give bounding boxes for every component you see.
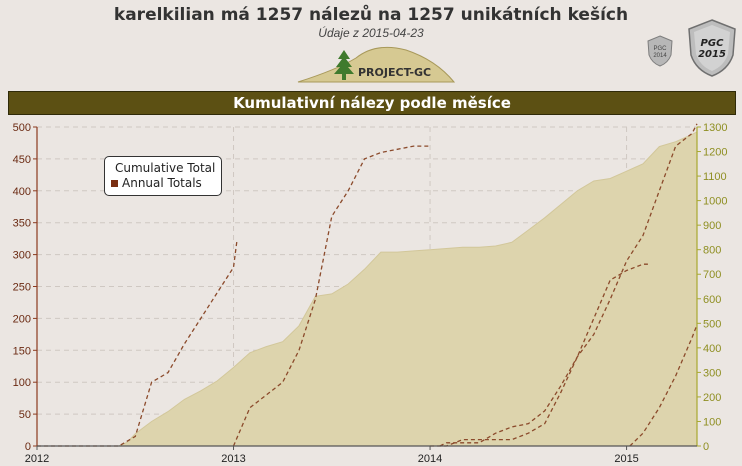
right-tick-label: 500 xyxy=(703,318,721,330)
shield-icon: PGC 2015 xyxy=(688,19,736,77)
right-tick-label: 1000 xyxy=(703,196,727,208)
left-tick-label: 350 xyxy=(13,218,31,230)
right-tick-label: 200 xyxy=(703,392,721,404)
right-tick-label: 300 xyxy=(703,367,721,379)
annual-line-1 xyxy=(430,263,648,447)
right-tick-label: 800 xyxy=(703,245,721,257)
left-tick-label: 300 xyxy=(13,250,31,262)
svg-text:PGC: PGC xyxy=(653,46,667,52)
data-date-subtitle: Údaje z 2015-04-23 xyxy=(318,26,424,40)
right-tick-label: 700 xyxy=(703,269,721,281)
pgc-2015-badge[interactable]: PGC 2015 xyxy=(686,18,738,78)
left-tick-label: 100 xyxy=(13,377,31,389)
tree-icon xyxy=(334,50,354,80)
chart-legend: Cumulative Total Annual Totals xyxy=(104,156,222,196)
right-tick-label: 600 xyxy=(703,294,721,306)
cumulative-finds-chart: 0 50 100 150 200 250 300 350 400 450 500 0 100 200 300… xyxy=(13,122,728,465)
project-gc-logo[interactable]: PROJECT-GC xyxy=(296,40,456,84)
right-tick-label: 400 xyxy=(703,343,721,355)
right-tick-label: 1200 xyxy=(703,147,727,159)
left-tick-label: 250 xyxy=(13,282,31,294)
svg-text:2015: 2015 xyxy=(698,49,726,60)
right-tick-label: 100 xyxy=(703,416,721,428)
legend-item-annual: Annual Totals xyxy=(111,176,215,191)
annual-line-3 xyxy=(439,123,698,447)
left-tick-label: 0 xyxy=(25,441,31,453)
left-tick-label: 400 xyxy=(13,186,31,198)
logo-text: PROJECT-GC xyxy=(358,66,431,79)
shield-icon: PGC 2014 xyxy=(647,35,673,67)
left-tick-label: 50 xyxy=(19,409,31,421)
annual-line-4 xyxy=(232,145,431,447)
cumulative-area xyxy=(37,131,698,447)
left-tick-label: 150 xyxy=(13,345,31,357)
right-tick-label: 1300 xyxy=(703,122,727,134)
left-tick-label: 500 xyxy=(13,122,31,134)
legend-label-cumulative: Cumulative Total xyxy=(115,161,216,175)
chart-title-band: Kumulativní nálezy podle měsíce xyxy=(8,91,736,115)
x-tick-label: 2013 xyxy=(221,453,245,465)
svg-text:2014: 2014 xyxy=(653,53,667,59)
page-title: karelkilian má 1257 nálezů na 1257 uniká… xyxy=(113,5,629,25)
right-tick-label: 0 xyxy=(703,441,709,453)
x-tick-label: 2015 xyxy=(614,453,638,465)
right-tick-label: 1100 xyxy=(703,171,727,183)
x-tick-label: 2014 xyxy=(418,453,442,465)
svg-text:PGC: PGC xyxy=(701,38,725,49)
left-tick-label: 200 xyxy=(13,313,31,325)
legend-swatch-annual xyxy=(111,180,118,187)
left-tick-label: 450 xyxy=(13,154,31,166)
pgc-2014-badge[interactable]: PGC 2014 xyxy=(646,35,674,67)
right-tick-label: 900 xyxy=(703,220,721,232)
legend-label-annual: Annual Totals xyxy=(122,176,202,190)
annual-line-0 xyxy=(37,241,238,447)
legend-item-cumulative: Cumulative Total xyxy=(111,161,215,176)
annual-line-2 xyxy=(629,324,698,447)
x-tick-label: 2012 xyxy=(25,453,49,465)
